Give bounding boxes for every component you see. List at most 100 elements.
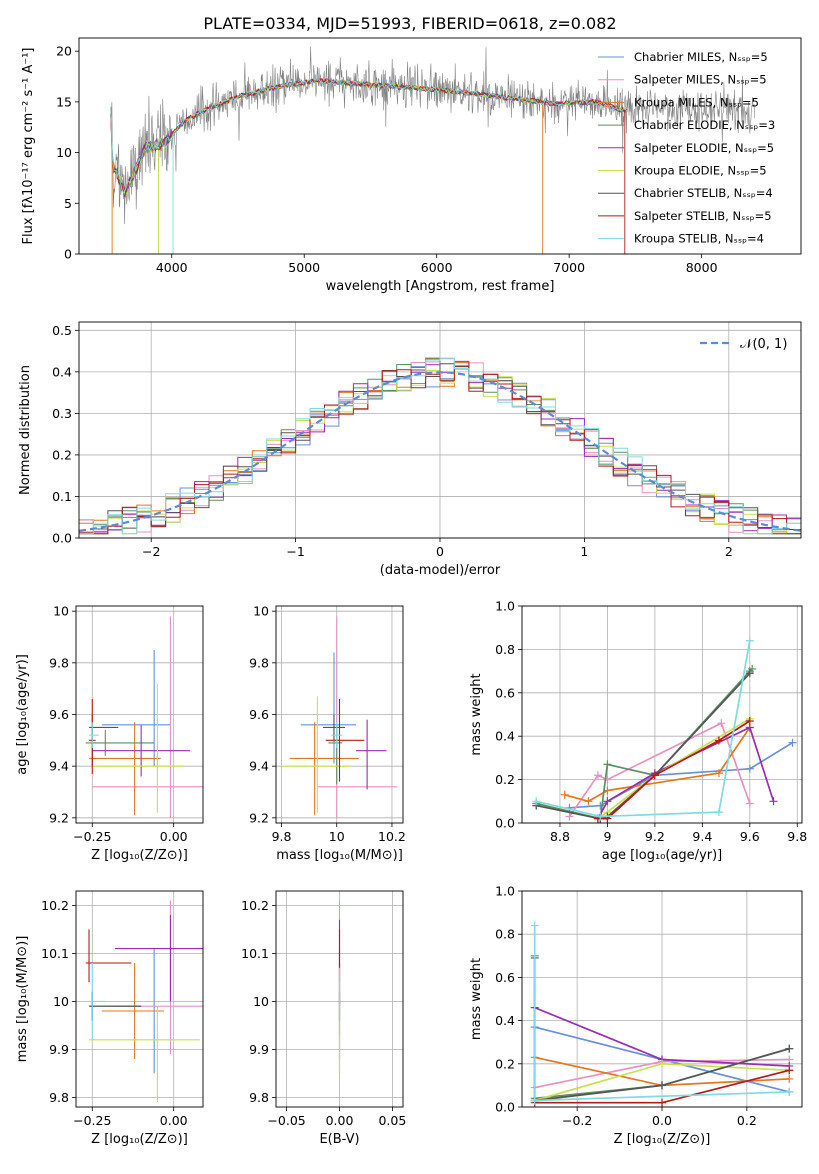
y-tick-label: 9.8 <box>49 655 69 670</box>
panel-weight_vs_Z: −0.2 0.0 0.2 0.0 0.2 0.4 0.6 0.8 1.0 Z [log₁₀(Z/Z… <box>469 884 803 1147</box>
x-tick-label: 8000 <box>686 260 718 275</box>
plus-marker <box>745 717 754 726</box>
y-tick-label: 10.2 <box>41 898 69 913</box>
axes-frame <box>521 605 803 824</box>
x-tick-label: −0.05 <box>267 1113 305 1128</box>
y-tick-label: 0.8 <box>495 927 515 942</box>
legend-label: Kroupa STELIB, Nₛₛₚ=4 <box>634 232 764 246</box>
x-axis-label: mass [log₁₀(M/M⊙)] <box>276 848 403 863</box>
y-tick-label: 10.1 <box>41 946 69 961</box>
x-tick-label: −1 <box>286 544 304 559</box>
plus-marker <box>650 771 659 780</box>
plus-marker <box>714 808 723 817</box>
y-tick-label: 0.4 <box>52 364 72 379</box>
x-tick-label: 0.00 <box>160 1113 188 1128</box>
x-tick-label: −0.25 <box>73 829 111 844</box>
panel-spectrum: 4000 5000 6000 7000 8000 0 5 10 15 20 wavelength [… <box>21 14 802 294</box>
axes-frame <box>75 890 204 1108</box>
plot-area <box>85 900 203 1103</box>
x-tick-label: 9.8 <box>272 829 292 844</box>
legend-label: Chabrier STELIB, Nₛₛₚ=4 <box>634 186 773 200</box>
chart-title: PLATE=0334, MJD=51993, FIBERID=0618, z=0… <box>203 14 616 33</box>
histogram-step <box>79 363 801 535</box>
y-tick-label: 0.5 <box>52 323 72 338</box>
plus-marker <box>745 669 754 678</box>
legend-label: 𝒩(0, 1) <box>740 337 787 352</box>
plot-area <box>532 636 797 823</box>
y-tick-label: 0.2 <box>495 1056 515 1071</box>
plus-marker <box>745 636 754 645</box>
x-tick-label: 8.8 <box>550 829 570 844</box>
histogram-step <box>79 365 801 535</box>
y-tick-label: 9.4 <box>49 759 69 774</box>
y-tick-label: 9.8 <box>249 655 269 670</box>
plus-marker <box>785 1074 794 1083</box>
plus-marker <box>769 797 778 806</box>
legend-label: Kroupa ELODIE, Nₛₛₚ=5 <box>634 164 767 178</box>
y-axis-label: Flux [fλ10⁻¹⁷ erg cm⁻² s⁻¹ A⁻¹] <box>21 48 36 245</box>
x-tick-label: 9.8 <box>787 829 807 844</box>
y-axis-label: mass weight <box>469 958 484 1040</box>
y-tick-label: 0.2 <box>52 447 72 462</box>
legend-label: Chabrier ELODIE, Nₛₛₚ=3 <box>634 118 775 132</box>
y-tick-label: 9.2 <box>249 810 269 825</box>
y-axis-label: Normed distribution <box>18 365 33 495</box>
plus-marker <box>560 790 569 799</box>
plus-marker <box>714 769 723 778</box>
y-tick-label: 0.0 <box>495 816 515 831</box>
mass-weight-line <box>536 672 751 820</box>
plus-marker <box>584 797 593 806</box>
normal-curve-line <box>79 371 801 532</box>
plus-marker <box>658 1081 666 1090</box>
plus-marker <box>717 719 726 728</box>
panel-age_vs_mass: 9.8 10 10.2 9.2 9.4 9.6 9.8 10 mass [log₁₀(M/M⊙)… <box>249 604 406 863</box>
plus-marker <box>658 1059 666 1068</box>
y-tick-label: 1.0 <box>495 884 515 899</box>
x-axis-label: (data-model)/error <box>380 563 501 578</box>
plus-marker <box>593 771 602 780</box>
y-tick-label: 0.8 <box>495 642 515 657</box>
plus-marker <box>788 738 797 747</box>
x-tick-label: −0.2 <box>562 1113 592 1128</box>
y-tick-label: 0.4 <box>495 729 515 744</box>
y-tick-label: 10 <box>56 145 72 160</box>
y-tick-label: 10 <box>253 994 269 1009</box>
panel-mass_vs_ebv: −0.05 0.00 0.05 9.8 9.9 10 10.1 10.2 E(B-V) <box>241 890 406 1147</box>
plot-area <box>530 921 794 1107</box>
legend-label: Salpeter ELODIE, Nₛₛₚ=5 <box>634 141 774 155</box>
mass-weight-line <box>597 718 751 820</box>
x-tick-label: 9.2 <box>645 829 665 844</box>
x-tick-label: 9 <box>603 829 611 844</box>
y-tick-label: 9.6 <box>249 707 269 722</box>
axes-frame <box>75 605 204 824</box>
plus-marker <box>748 664 757 673</box>
legend-label: Chabrier MILES, Nₛₛₚ=5 <box>634 50 768 64</box>
y-axis-label: mass weight <box>469 673 484 755</box>
y-tick-label: 10 <box>53 994 69 1009</box>
y-tick-label: 10 <box>53 604 69 619</box>
x-axis-label: wavelength [Angstrom, rest frame] <box>326 279 555 294</box>
y-tick-label: 9.4 <box>249 759 269 774</box>
y-tick-label: 0.0 <box>495 1100 515 1115</box>
y-tick-label: 0.0 <box>52 531 72 546</box>
axes-frame <box>521 890 803 1108</box>
x-tick-label: 5000 <box>288 260 320 275</box>
y-tick-label: 10.1 <box>241 946 269 961</box>
axes-frame <box>275 890 404 1108</box>
y-tick-label: 0.1 <box>52 489 72 504</box>
model-spectrum-line <box>110 78 628 195</box>
x-tick-label: 6000 <box>421 260 453 275</box>
x-tick-label: 9.4 <box>692 829 712 844</box>
x-tick-label: 4000 <box>156 260 188 275</box>
axes-frame <box>78 321 802 539</box>
y-tick-label: 9.6 <box>49 707 69 722</box>
plus-marker <box>530 1096 539 1105</box>
x-tick-label: −0.25 <box>73 1113 111 1128</box>
x-tick-label: 0.00 <box>160 829 188 844</box>
x-tick-label: 9.6 <box>740 829 760 844</box>
x-tick-label: 0.05 <box>378 1113 406 1128</box>
plus-marker <box>603 760 612 769</box>
plot-area <box>85 616 203 818</box>
x-axis-label: age [log₁₀(age/yr)] <box>602 848 723 863</box>
